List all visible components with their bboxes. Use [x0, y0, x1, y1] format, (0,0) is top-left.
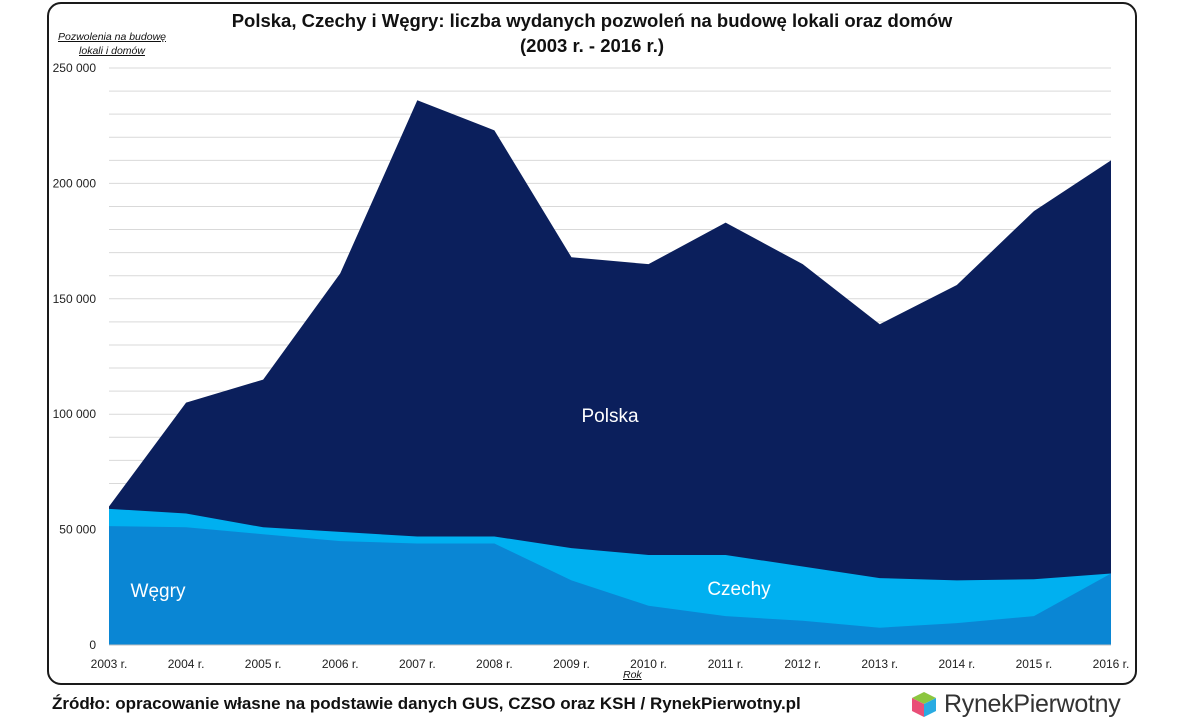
chart-title: Polska, Czechy i Węgry: liczba wydanych … — [47, 8, 1137, 58]
y-tick-label: 250 000 — [53, 61, 97, 75]
x-tick-label: 2010 r. — [630, 657, 667, 671]
x-tick-label: 2007 r. — [399, 657, 436, 671]
source-note: Źródło: opracowanie własne na podstawie … — [52, 694, 801, 713]
x-tick-label: 2008 r. — [476, 657, 513, 671]
x-tick-label: 2016 r. — [1093, 657, 1130, 671]
logo-text: RynekPierwotny — [944, 689, 1121, 718]
x-tick-label: 2005 r. — [245, 657, 282, 671]
y-tick-label: 150 000 — [53, 292, 97, 306]
area-wegry — [109, 526, 1111, 645]
y-tick-label: 50 000 — [59, 523, 96, 537]
y-axis-title-line1: Pozwolenia na budowę — [58, 31, 166, 43]
chart-title-line1: Polska, Czechy i Węgry: liczba wydanych … — [231, 10, 953, 31]
x-tick-label: 2014 r. — [938, 657, 975, 671]
chart-frame — [47, 2, 1137, 685]
x-axis-title: Rok — [623, 669, 642, 681]
y-axis-title-line2: lokali i domów — [79, 45, 145, 57]
x-tick-label: 2015 r. — [1016, 657, 1053, 671]
series-label-czechy: Czechy — [707, 579, 771, 600]
series-label-wegry: Węgry — [131, 581, 186, 602]
x-tick-label: 2012 r. — [784, 657, 821, 671]
y-tick-label: 0 — [89, 638, 96, 652]
series-label-polska: Polska — [581, 406, 638, 427]
y-axis-title: Pozwolenia na budowę lokali i domów — [52, 30, 172, 58]
cube-logo-icon — [912, 692, 936, 717]
y-tick-label: 200 000 — [53, 176, 97, 190]
brand-logo: RynekPierwotny — [910, 688, 1121, 720]
x-tick-label: 2004 r. — [168, 657, 205, 671]
x-tick-label: 2011 r. — [708, 657, 744, 671]
x-tick-label: 2003 r. — [91, 657, 128, 671]
area-polska — [109, 100, 1111, 645]
chart-title-line2: (2003 r. - 2016 r.) — [520, 35, 664, 56]
y-tick-label: 100 000 — [53, 407, 97, 421]
x-tick-label: 2006 r. — [322, 657, 359, 671]
x-tick-label: 2013 r. — [861, 657, 898, 671]
x-tick-label: 2009 r. — [553, 657, 590, 671]
